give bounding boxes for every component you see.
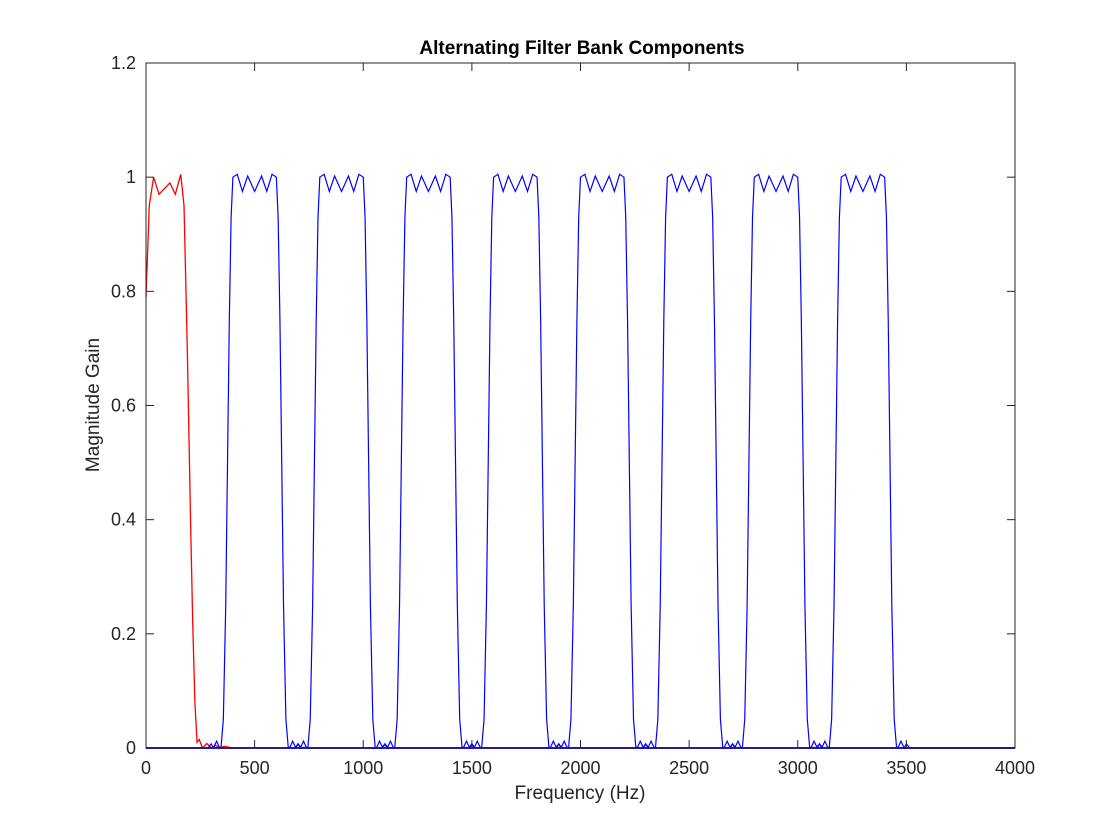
y-tick-label: 0.2	[111, 624, 136, 644]
bandpass-series-line-5	[146, 173, 1015, 750]
plot-area	[146, 63, 1015, 748]
ticks-layer: 0 500 1000 1500 2000 2500 3000 3500 4000 0 0.2 0.4 0…	[111, 53, 1035, 778]
bandpass-series-line-2	[146, 173, 1015, 750]
x-tick-label: 2500	[669, 758, 709, 778]
x-tick-label: 1500	[452, 758, 492, 778]
x-tick-label: 3000	[778, 758, 818, 778]
y-tick-label: 0.4	[111, 510, 136, 530]
y-axis-label: Magnitude Gain	[83, 338, 104, 472]
y-tick-label: 1.2	[111, 53, 136, 73]
x-tick-label: 2000	[560, 758, 600, 778]
x-tick-label: 3500	[886, 758, 926, 778]
y-tick-label: 0.8	[111, 281, 136, 301]
bandpass-series-line-6	[146, 173, 1015, 750]
x-tick-label: 4000	[995, 758, 1035, 778]
bandpass-series-line-4	[146, 173, 1015, 750]
bandpass-series-line-3	[146, 173, 1015, 750]
x-tick-label: 1000	[343, 758, 383, 778]
x-tick-label: 500	[240, 758, 270, 778]
y-tick-label: 0	[126, 738, 136, 758]
bandpass-series-line-7	[146, 173, 1015, 750]
x-tick-label: 0	[141, 758, 151, 778]
lowpass-series-line	[145, 174, 1015, 750]
y-tick-label: 0.6	[111, 396, 136, 416]
series-layer	[145, 173, 1015, 750]
bandpass-series-line-1	[146, 173, 1015, 750]
bandpass-series-line-8	[146, 173, 1015, 750]
x-axis-label: Frequency (Hz)	[515, 783, 646, 804]
y-tick-label: 1	[126, 167, 136, 187]
chart-title: Alternating Filter Bank Components	[419, 38, 744, 59]
